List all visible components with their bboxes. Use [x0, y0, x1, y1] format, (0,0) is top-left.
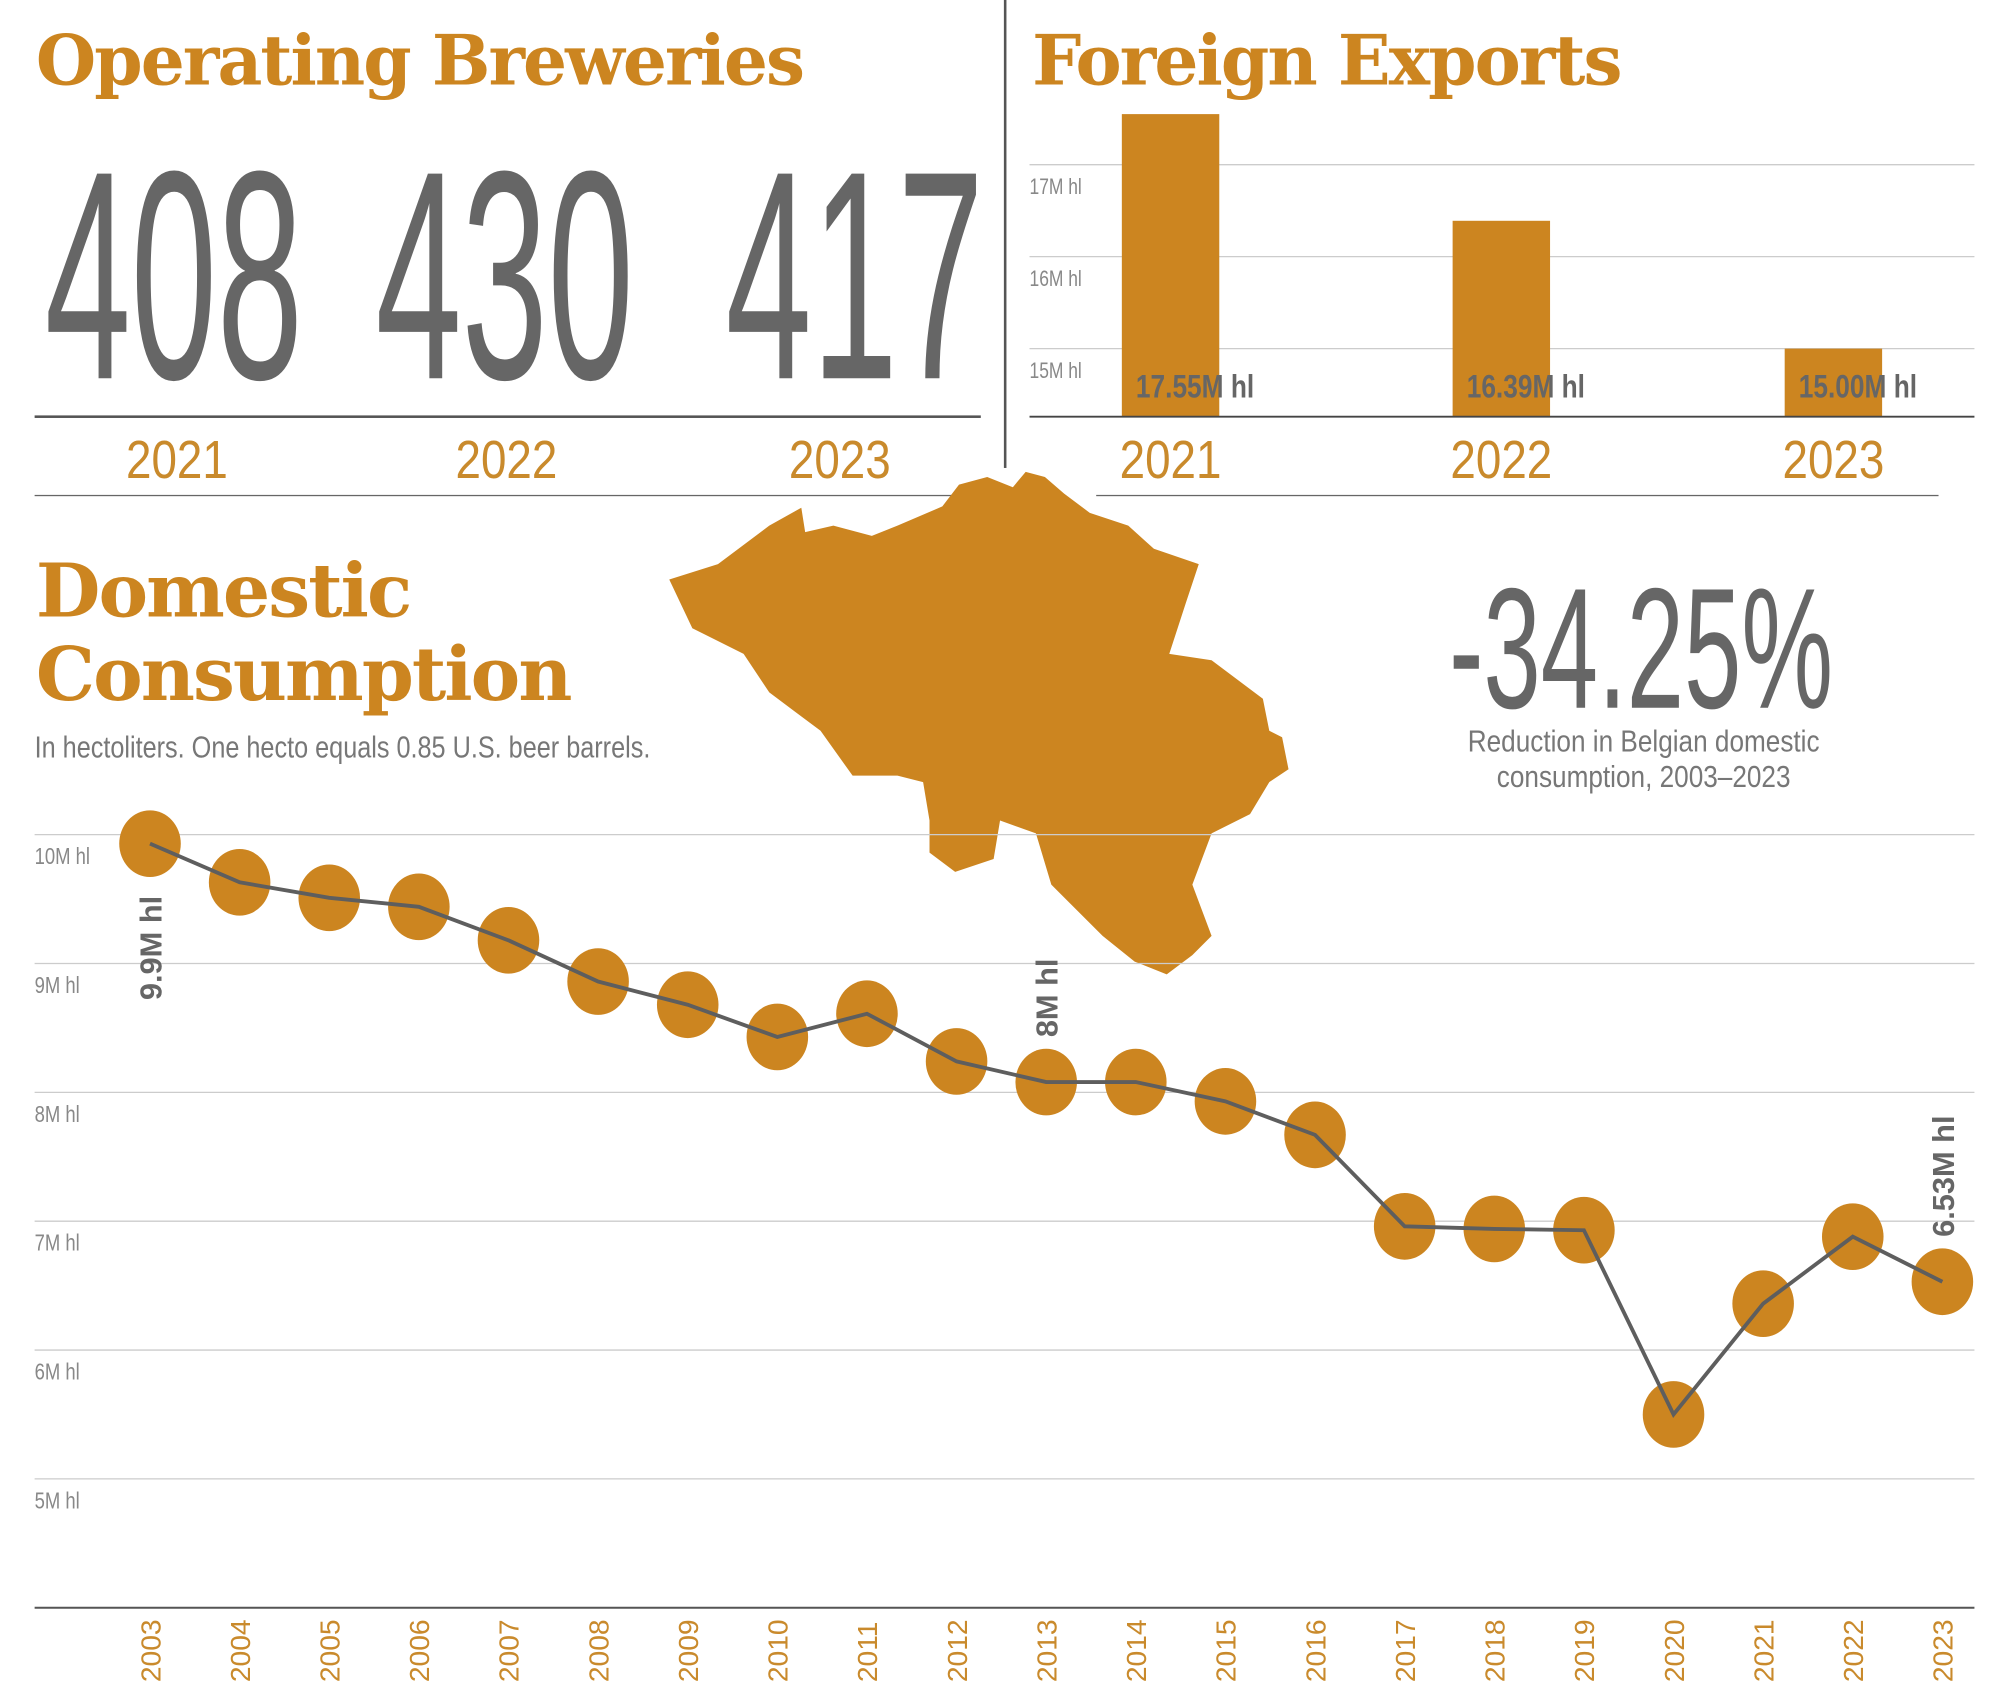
domestic-annotation: 6.53M hl — [1926, 1115, 1961, 1236]
domestic-x-label: 2022 — [1837, 1619, 1869, 1682]
exports-data-label: 15.00M hl — [1799, 369, 1917, 405]
reduction-caption-line2: consumption, 2003–2023 — [1496, 760, 1791, 795]
domestic-x-label: 2018 — [1479, 1619, 1511, 1682]
domestic-x-label: 2015 — [1210, 1619, 1242, 1682]
domestic-x-label: 2011 — [851, 1621, 883, 1682]
domestic-data-point — [1911, 1248, 1974, 1316]
domestic-title-line1: Domestic — [35, 547, 412, 635]
exports-bar — [1784, 348, 1883, 417]
exports-ytick-label: 15M hl — [1030, 359, 1082, 383]
breweries-2022-value: 430 — [375, 110, 634, 443]
domestic-x-label: 2009 — [672, 1619, 704, 1682]
domestic-x-label: 2014 — [1120, 1619, 1152, 1682]
exports-data-label: 16.39M hl — [1467, 369, 1585, 405]
domestic-x-label: 2020 — [1658, 1619, 1690, 1682]
domestic-x-label: 2023 — [1927, 1619, 1959, 1682]
exports-x-label: 2021 — [1120, 430, 1222, 490]
domestic-x-label: 2005 — [314, 1619, 346, 1682]
exports-bar — [1452, 220, 1551, 417]
exports-data-label: 17.55M hl — [1136, 369, 1254, 405]
domestic-title-line2: Consumption — [35, 630, 572, 718]
breweries-rule — [34, 415, 981, 418]
reduction-caption: Reduction in Belgian domestic consumptio… — [1468, 724, 1820, 796]
breweries-title: Operating Breweries — [35, 19, 805, 102]
breweries-year-2023: 2023 — [788, 429, 891, 490]
exports-title: Foreign Exports — [1032, 19, 1622, 102]
domestic-x-label: 2003 — [134, 1619, 166, 1682]
domestic-subtitle: In hectoliters. One hecto equals 0.85 U.… — [34, 730, 651, 766]
belgium-map-icon — [669, 471, 1289, 975]
exports-bar — [1121, 114, 1220, 417]
reduction-caption-line1: Reduction in Belgian domestic — [1467, 724, 1820, 760]
reduction-value: -34.25% — [1449, 553, 1834, 745]
domestic-ytick-label: 9M hl — [35, 973, 80, 998]
domestic-x-label: 2017 — [1389, 1619, 1421, 1682]
domestic-x-label: 2016 — [1299, 1619, 1331, 1682]
section-divider — [34, 494, 981, 497]
domestic-annotation: 8M hl — [1030, 959, 1065, 1038]
domestic-line — [149, 841, 1944, 1419]
domestic-x-label: 2008 — [582, 1619, 614, 1682]
domestic-ytick-label: 6M hl — [35, 1360, 80, 1385]
exports-ytick-label: 16M hl — [1030, 267, 1082, 291]
domestic-annotation: 9.9M hl — [134, 896, 169, 1000]
breweries-2023-value: 417 — [725, 110, 984, 443]
domestic-x-label: 2021 — [1747, 1619, 1779, 1682]
domestic-x-label: 2004 — [224, 1619, 256, 1682]
domestic-ytick-label: 8M hl — [35, 1102, 80, 1127]
breweries-year-2022: 2022 — [455, 429, 558, 490]
domestic-x-label: 2013 — [1030, 1619, 1062, 1682]
domestic-ytick-label: 5M hl — [35, 1489, 80, 1514]
domestic-x-label: 2006 — [403, 1619, 435, 1682]
domestic-ytick-label: 7M hl — [35, 1231, 80, 1256]
domestic-ytick-label: 10M hl — [35, 844, 90, 869]
exports-bar-chart: 15M hl 16M hl 17M hl 17.55M hl 2021 16.39M hl… — [1030, 114, 1975, 490]
vertical-divider — [1003, 0, 1006, 468]
domestic-x-label: 2019 — [1568, 1619, 1600, 1682]
domestic-x-label: 2012 — [941, 1619, 973, 1682]
breweries-2021-value: 408 — [44, 110, 303, 443]
exports-x-label: 2022 — [1450, 430, 1552, 490]
domestic-x-label: 2007 — [493, 1619, 525, 1682]
breweries-year-2021: 2021 — [126, 429, 228, 490]
exports-divider — [1096, 494, 1939, 497]
domestic-x-label: 2010 — [762, 1619, 794, 1682]
exports-ytick-label: 17M hl — [1030, 175, 1082, 199]
exports-x-label: 2023 — [1782, 430, 1884, 490]
reduction-stat: -34.25% — [1321, 553, 1961, 745]
